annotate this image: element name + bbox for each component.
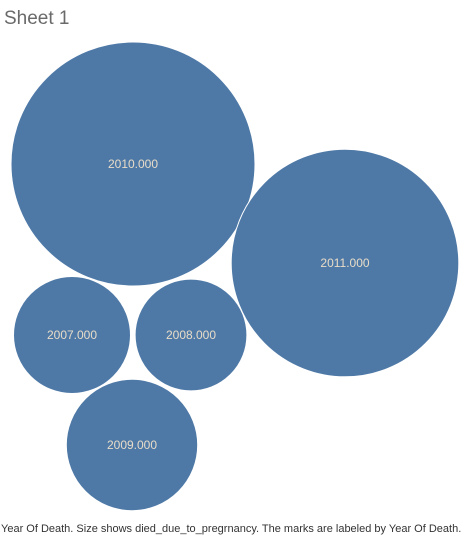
bubble-label-2011: 2011.000 xyxy=(320,256,369,270)
chart-caption: Year Of Death. Size shows died_due_to_pr… xyxy=(1,523,462,535)
bubble-2007[interactable] xyxy=(13,276,131,394)
bubble-2010[interactable] xyxy=(10,41,256,287)
sheet-title: Sheet 1 xyxy=(4,8,70,29)
bubble-label-2009: 2009.000 xyxy=(107,438,157,452)
bubble-chart: 2010.000 2011.000 2007.000 2008.000 2009.000 xyxy=(10,41,460,512)
bubble-2009[interactable] xyxy=(65,378,199,512)
bubble-2008[interactable] xyxy=(134,278,248,392)
bubble-2011[interactable] xyxy=(230,148,460,378)
bubble-label-2007: 2007.000 xyxy=(47,328,97,342)
bubble-label-2008: 2008.000 xyxy=(166,328,216,342)
bubble-label-2010: 2010.000 xyxy=(108,157,158,171)
